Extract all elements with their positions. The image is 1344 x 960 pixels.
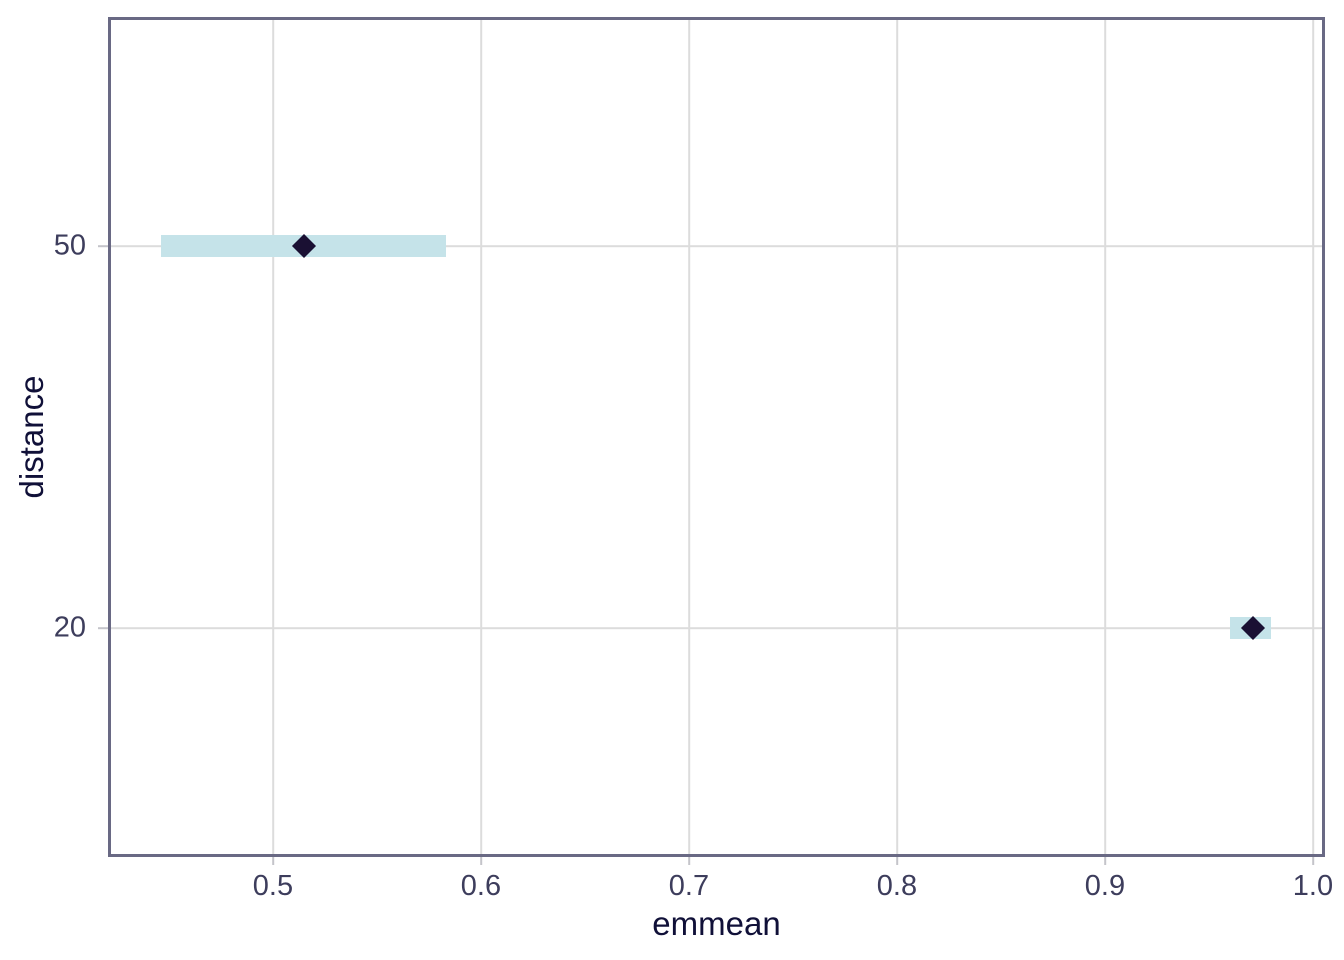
x-tick-mark (1312, 857, 1314, 865)
x-tick-mark (688, 857, 690, 865)
y-axis: 50 20 (0, 17, 108, 857)
x-tick-mark (896, 857, 898, 865)
y-gridline (108, 245, 1325, 247)
x-gridline (1312, 17, 1314, 857)
x-gridline (480, 17, 482, 857)
y-tick-mark (98, 627, 108, 629)
x-tick-label: 0.7 (668, 870, 710, 902)
x-tick-label: 0.6 (460, 870, 502, 902)
x-tick-label: 0.5 (252, 870, 294, 902)
x-gridline (896, 17, 898, 857)
y-tick-label: 20 (53, 611, 86, 644)
x-tick-label: 1.0 (1292, 870, 1334, 902)
x-gridline (688, 17, 690, 857)
x-tick-label: 0.8 (876, 870, 918, 902)
x-tick-label: 0.9 (1084, 870, 1126, 902)
y-tick-mark (98, 245, 108, 247)
plot-panel (108, 17, 1325, 857)
x-gridline (272, 17, 274, 857)
x-axis-title: emmean (652, 905, 781, 942)
y-axis-title: distance (13, 375, 51, 499)
x-tick-mark (272, 857, 274, 865)
x-tick-mark (480, 857, 482, 865)
x-gridline (1104, 17, 1106, 857)
y-gridline (108, 627, 1325, 629)
x-tick-mark (1104, 857, 1106, 865)
y-tick-label: 50 (53, 229, 86, 262)
x-axis: 0.5 0.6 0.7 0.8 0.9 1.0 (108, 857, 1333, 917)
